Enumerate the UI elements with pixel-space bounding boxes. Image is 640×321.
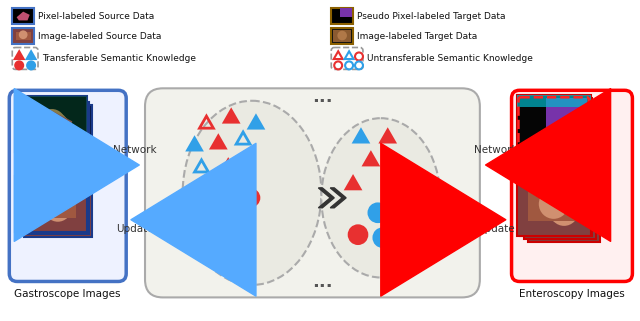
Polygon shape [211,136,225,148]
Polygon shape [330,188,346,208]
Circle shape [19,30,28,39]
Bar [524,184,596,239]
Circle shape [36,187,65,215]
Bar [529,104,600,159]
Circle shape [209,213,224,229]
Polygon shape [340,8,352,17]
Circle shape [542,191,570,220]
Bar [12,8,34,24]
Polygon shape [27,51,36,59]
Polygon shape [35,118,81,144]
Polygon shape [546,98,587,130]
Bar [516,178,591,236]
Circle shape [27,61,35,69]
Bar [516,95,591,107]
Bar [15,176,86,232]
Circle shape [337,31,347,40]
Text: Gastroscope Images: Gastroscope Images [15,290,121,299]
Polygon shape [346,177,360,189]
Polygon shape [31,115,79,141]
Ellipse shape [321,118,440,277]
Bar [520,98,592,153]
Polygon shape [535,198,585,225]
FancyBboxPatch shape [511,90,632,282]
Bar [21,182,88,234]
Circle shape [42,192,68,219]
Text: ...: ... [312,88,333,106]
Polygon shape [188,138,202,150]
Polygon shape [28,112,76,138]
Bar [21,102,88,154]
Circle shape [369,204,387,222]
Bar [15,96,86,152]
Circle shape [546,194,574,223]
Bar [333,30,351,41]
Text: Network: Network [113,145,157,155]
Bar [24,105,92,157]
Polygon shape [15,31,31,39]
Bar [24,185,92,237]
Circle shape [38,189,65,216]
Bar [520,181,592,236]
Polygon shape [29,110,72,141]
Circle shape [539,189,568,219]
Text: Pseudo Pixel-labeled Target Data: Pseudo Pixel-labeled Target Data [357,12,506,21]
Text: Transferable Semantic Knowledge: Transferable Semantic Knowledge [42,54,196,63]
Text: Enteroscopy Images: Enteroscopy Images [519,290,625,299]
Bar [332,28,353,44]
Polygon shape [17,12,29,21]
FancyBboxPatch shape [10,90,126,282]
Bar [18,179,86,231]
Text: Pixel-labeled Source Data: Pixel-labeled Source Data [38,12,154,21]
Text: Image-labeled Source Data: Image-labeled Source Data [38,32,161,41]
Circle shape [243,190,259,206]
Circle shape [44,115,71,142]
Bar [332,8,353,24]
Polygon shape [539,201,589,228]
Bar [529,187,600,242]
Circle shape [38,109,65,136]
Ellipse shape [182,101,321,285]
Circle shape [230,213,246,229]
Bar [12,28,34,44]
Polygon shape [224,110,238,122]
Polygon shape [354,130,368,142]
Polygon shape [26,190,76,218]
Text: Update: Update [116,224,154,234]
Text: Untransferable Semantic Knowledge: Untransferable Semantic Knowledge [367,54,532,63]
Circle shape [349,226,367,244]
Bar [18,99,86,151]
Bar [524,101,596,156]
Polygon shape [31,195,79,221]
Circle shape [198,236,214,252]
Bar [516,95,591,153]
Circle shape [44,195,71,222]
Circle shape [218,184,234,200]
Circle shape [374,229,392,247]
Polygon shape [318,188,334,208]
Circle shape [550,197,579,226]
Text: Network: Network [474,145,518,155]
Polygon shape [15,51,24,59]
Polygon shape [527,192,580,221]
Polygon shape [249,116,263,128]
Text: Image-labeled Target Data: Image-labeled Target Data [357,32,477,41]
Polygon shape [28,192,76,218]
Polygon shape [531,195,581,222]
Polygon shape [364,153,378,165]
Text: Update: Update [477,224,515,234]
FancyBboxPatch shape [145,88,480,297]
Polygon shape [381,130,395,142]
Circle shape [15,61,23,69]
Circle shape [42,112,68,139]
Circle shape [187,213,202,229]
Bar [15,96,86,152]
Polygon shape [35,198,81,224]
Text: ...: ... [312,273,333,291]
